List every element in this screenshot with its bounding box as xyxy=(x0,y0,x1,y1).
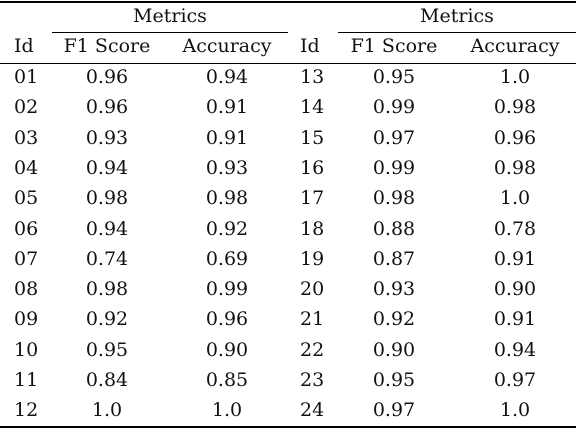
cell-id-right: 24 xyxy=(300,399,325,422)
cell-accuracy-right: 0.78 xyxy=(493,217,537,240)
cell-accuracy-left: 1.0 xyxy=(211,399,243,422)
cell-accuracy-left: 0.99 xyxy=(205,278,249,301)
cell-id-right: 20 xyxy=(300,278,325,301)
cell-accuracy-left: 0.85 xyxy=(205,369,249,391)
cell-accuracy-left: 0.96 xyxy=(205,308,249,331)
cell-accuracy-left: 0.98 xyxy=(205,187,249,210)
cell-f1-left: 0.93 xyxy=(85,126,129,149)
cell-f1-left: 0.98 xyxy=(85,187,129,210)
cell-id-left: 10 xyxy=(14,338,39,361)
cell-f1-right: 0.97 xyxy=(372,399,416,422)
cell-id-left: 09 xyxy=(14,308,39,331)
column-header-accuracy-left: Accuracy xyxy=(182,35,272,57)
cell-id-right: 16 xyxy=(300,156,325,179)
table-header-rule xyxy=(0,63,576,64)
column-header-id-left: Id xyxy=(14,35,34,57)
cell-f1-left: 0.95 xyxy=(85,338,129,361)
cell-id-left: 05 xyxy=(14,187,39,210)
cell-f1-right: 0.99 xyxy=(372,96,416,119)
cell-f1-left: 0.96 xyxy=(85,96,129,119)
cell-id-left: 11 xyxy=(14,369,39,391)
cell-accuracy-left: 0.92 xyxy=(205,217,249,240)
cell-accuracy-left: 0.91 xyxy=(205,96,249,119)
cell-f1-left: 0.74 xyxy=(85,247,129,270)
column-header-f1-left: F1 Score xyxy=(63,35,151,57)
group-header-metrics-right: Metrics xyxy=(420,5,494,27)
cell-accuracy-right: 0.98 xyxy=(493,96,537,119)
cell-f1-right: 0.95 xyxy=(372,66,416,88)
cell-accuracy-left: 0.94 xyxy=(205,66,249,88)
cell-accuracy-right: 1.0 xyxy=(499,399,531,422)
cell-f1-right: 0.98 xyxy=(372,187,416,210)
cell-accuracy-right: 0.98 xyxy=(493,156,537,179)
column-header-f1-right: F1 Score xyxy=(350,35,438,57)
cell-accuracy-right: 0.90 xyxy=(493,278,537,301)
cell-accuracy-left: 0.93 xyxy=(205,156,249,179)
cell-id-left: 07 xyxy=(14,247,39,270)
cell-id-left: 02 xyxy=(14,96,39,119)
cell-id-right: 23 xyxy=(300,369,325,391)
cell-f1-left: 0.84 xyxy=(85,369,129,391)
cell-accuracy-right: 0.96 xyxy=(493,126,537,149)
table-bottom-rule xyxy=(0,426,576,428)
cell-id-right: 15 xyxy=(300,126,325,149)
cell-accuracy-right: 1.0 xyxy=(499,66,531,88)
cell-id-right: 17 xyxy=(300,187,325,210)
table-top-rule xyxy=(0,1,576,3)
cell-accuracy-right: 1.0 xyxy=(499,187,531,210)
cell-accuracy-right: 0.91 xyxy=(493,247,537,270)
cell-f1-right: 0.99 xyxy=(372,156,416,179)
cell-accuracy-left: 0.91 xyxy=(205,126,249,149)
cell-id-left: 04 xyxy=(14,156,39,179)
cell-id-right: 18 xyxy=(300,217,325,240)
group-left-underline xyxy=(52,32,288,33)
cell-accuracy-right: 0.94 xyxy=(493,338,537,361)
cell-f1-right: 0.97 xyxy=(372,126,416,149)
cell-id-right: 14 xyxy=(300,96,325,119)
cell-f1-right: 0.92 xyxy=(372,308,416,331)
group-right-underline xyxy=(338,32,576,33)
column-header-id-right: Id xyxy=(300,35,320,57)
cell-f1-left: 0.94 xyxy=(85,217,129,240)
cell-id-left: 06 xyxy=(14,217,39,240)
cell-f1-left: 0.94 xyxy=(85,156,129,179)
cell-accuracy-right: 0.91 xyxy=(493,308,537,331)
cell-id-left: 08 xyxy=(14,278,39,301)
cell-id-right: 21 xyxy=(300,308,325,331)
cell-f1-right: 0.88 xyxy=(372,217,416,240)
cell-accuracy-left: 0.90 xyxy=(205,338,249,361)
cell-accuracy-right: 0.97 xyxy=(493,369,537,391)
cell-id-left: 03 xyxy=(14,126,39,149)
cell-id-right: 22 xyxy=(300,338,325,361)
cell-f1-right: 0.95 xyxy=(372,369,416,391)
column-header-accuracy-right: Accuracy xyxy=(470,35,560,57)
cell-f1-left: 0.92 xyxy=(85,308,129,331)
cell-id-left: 01 xyxy=(14,66,39,88)
cell-id-right: 19 xyxy=(300,247,325,270)
cell-f1-right: 0.93 xyxy=(372,278,416,301)
cell-f1-right: 0.87 xyxy=(372,247,416,270)
cell-f1-left: 1.0 xyxy=(91,399,123,422)
cell-f1-left: 0.96 xyxy=(85,66,129,88)
cell-f1-left: 0.98 xyxy=(85,278,129,301)
cell-accuracy-left: 0.69 xyxy=(205,247,249,270)
cell-id-right: 13 xyxy=(300,66,325,88)
group-header-metrics-left: Metrics xyxy=(133,5,207,27)
cell-f1-right: 0.90 xyxy=(372,338,416,361)
cell-id-left: 12 xyxy=(14,399,39,422)
